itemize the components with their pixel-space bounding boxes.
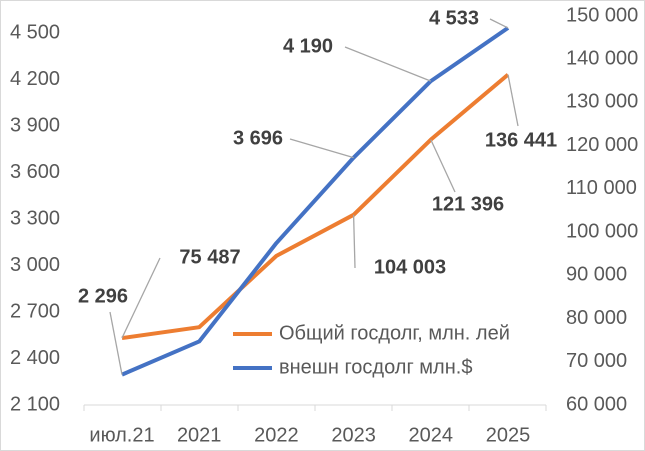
leader-line (289, 138, 354, 159)
data-label: 3 696 (233, 127, 283, 149)
series-line (121, 73, 510, 341)
y-tick-label: 3 600 (10, 161, 60, 183)
x-tick-label: 2024 (409, 424, 454, 446)
data-label: 4 533 (429, 7, 479, 29)
data-label: 136 441 (485, 129, 557, 151)
x-tick-label: 2023 (331, 424, 376, 446)
y-tick-label: 4 500 (10, 21, 60, 43)
y2-tick-label: 120 000 (566, 134, 638, 156)
y-tick-label: 2 100 (10, 393, 60, 415)
legend-label: внешн госдолг млн.$ (279, 356, 472, 378)
y-tick-label: 2 400 (10, 347, 60, 369)
data-label: 104 003 (374, 256, 446, 278)
leader-line (344, 46, 432, 82)
y-tick-label: 4 200 (10, 68, 60, 90)
x-tick-label: 2025 (486, 424, 531, 446)
leader-line (489, 18, 509, 29)
y-tick-label: 2 700 (10, 300, 60, 322)
data-label: 2 296 (78, 285, 128, 307)
y-tick-label: 3 000 (10, 254, 60, 276)
leader-line (352, 214, 356, 269)
data-label: 75 487 (179, 246, 240, 268)
y2-tick-label: 60 000 (566, 393, 627, 415)
leader-line (121, 257, 161, 339)
y2-tick-label: 140 000 (566, 48, 638, 70)
y-tick-label: 3 300 (10, 207, 60, 229)
leader-line (430, 139, 456, 193)
x-tick-label: июл.21 (89, 424, 154, 446)
y2-tick-label: 80 000 (566, 307, 627, 329)
legend-label: Общий госдолг, млн. лей (279, 322, 510, 344)
leader-line (109, 311, 123, 375)
y2-tick-label: 90 000 (566, 264, 627, 286)
leader-line (507, 74, 519, 127)
y2-tick-label: 70 000 (566, 350, 627, 372)
y2-tick-label: 130 000 (566, 91, 638, 113)
data-label: 4 190 (283, 35, 333, 57)
y2-tick-label: 110 000 (566, 177, 637, 199)
y2-tick-label: 150 000 (566, 4, 638, 26)
data-label: 121 396 (432, 193, 504, 215)
x-tick-label: 2021 (177, 424, 222, 446)
x-tick-label: 2022 (254, 424, 299, 446)
y2-tick-label: 100 000 (566, 220, 638, 242)
series-line (121, 26, 510, 377)
y-tick-label: 3 900 (10, 114, 60, 136)
